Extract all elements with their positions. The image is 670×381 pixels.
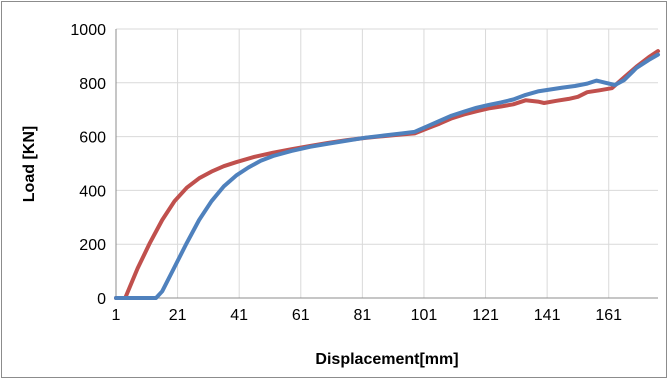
axes	[115, 29, 658, 299]
y-tick-label: 0	[97, 291, 106, 308]
y-tick-label: 200	[79, 237, 106, 254]
series-line-2	[114, 52, 660, 300]
series-lines	[114, 49, 660, 300]
y-tick-label: 600	[79, 130, 106, 147]
y-axis-title: Load [KN]	[21, 126, 38, 202]
x-axis-title: Displacement[mm]	[315, 351, 458, 368]
x-tick-label: 161	[595, 307, 622, 324]
x-tick-label: 141	[534, 307, 561, 324]
gridlines	[116, 28, 658, 298]
x-tick-label: 101	[411, 307, 438, 324]
series-line-1	[114, 49, 660, 300]
y-tick-label: 800	[79, 76, 106, 93]
x-tick-label: 1	[112, 307, 121, 324]
x-tick-label: 21	[169, 307, 187, 324]
x-tick-labels: 1 21 41 61 81 101 121 141 161	[112, 307, 623, 324]
y-tick-label: 1000	[70, 22, 106, 39]
y-tick-labels: 0 200 400 600 800 1000	[70, 22, 106, 308]
x-tick-label: 61	[292, 307, 310, 324]
y-tick-label: 400	[79, 183, 106, 200]
x-tick-label: 121	[472, 307, 499, 324]
x-tick-label: 81	[353, 307, 371, 324]
x-tick-label: 41	[230, 307, 248, 324]
